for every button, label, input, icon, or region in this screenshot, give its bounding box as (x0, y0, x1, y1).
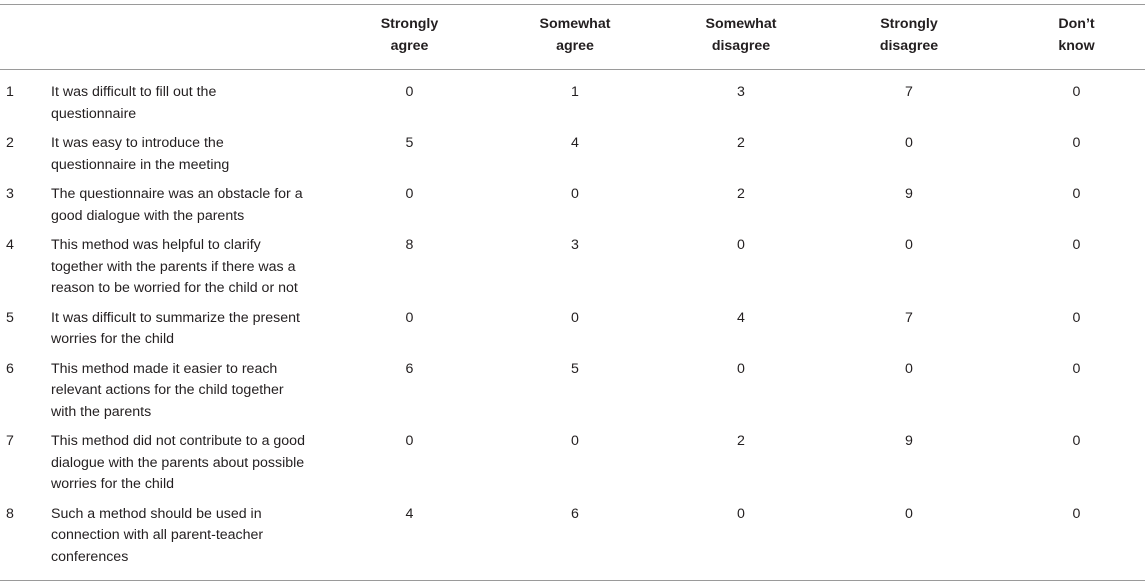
table-row: 1 It was difficult to fill out the quest… (0, 70, 1145, 131)
header-line: agree (390, 37, 429, 54)
row-statement: This method made it easier to reach rele… (51, 360, 284, 420)
cell-somewhat-disagree: 0 (737, 237, 745, 253)
cell-dont-know: 0 (1072, 84, 1081, 100)
cell-strongly-agree: 0 (405, 309, 414, 326)
header-line: agree (556, 37, 594, 54)
row-statement: It was easy to introduce the questionnai… (51, 135, 230, 173)
header-dont-know: Don’t know (1008, 5, 1145, 70)
cell-dont-know: 0 (1072, 360, 1081, 377)
table-row: 2 It was easy to introduce the questionn… (0, 130, 1145, 181)
row-number: 6 (6, 360, 14, 377)
cell-somewhat-disagree: 2 (737, 186, 745, 202)
cell-strongly-agree: 0 (405, 186, 414, 202)
cell-somewhat-agree: 0 (571, 309, 579, 326)
cell-somewhat-agree: 0 (571, 186, 579, 202)
row-number: 5 (6, 309, 14, 326)
cell-dont-know: 0 (1072, 505, 1081, 522)
table-header: Strongly agree Somewhat agree Somewhat d… (0, 4, 1145, 70)
header-line: know (1058, 37, 1095, 54)
table-row: 8 Such a method should be used in connec… (0, 501, 1145, 581)
row-statement: Such a method should be used in connecti… (51, 505, 264, 565)
cell-somewhat-agree: 5 (571, 360, 579, 377)
header-line: Strongly (380, 16, 439, 32)
cell-somewhat-disagree: 0 (737, 360, 745, 377)
survey-results-table: Strongly agree Somewhat agree Somewhat d… (0, 4, 1145, 581)
row-statement: It was difficult to summarize the presen… (51, 309, 300, 348)
header-row: Strongly agree Somewhat agree Somewhat d… (0, 4, 1145, 70)
cell-somewhat-agree: 1 (571, 84, 579, 100)
table-row: 7 This method did not contribute to a go… (0, 428, 1145, 501)
header-line: Don’t (1058, 16, 1095, 32)
cell-strongly-agree: 5 (405, 135, 414, 151)
cell-strongly-disagree: 7 (905, 84, 913, 100)
row-statement: This method did not contribute to a good… (51, 433, 305, 492)
cell-somewhat-agree: 4 (571, 135, 579, 151)
table-row: 4 This method was helpful to clarify tog… (0, 232, 1145, 305)
header-somewhat-agree: Somewhat agree (478, 5, 672, 70)
header-strongly-agree: Strongly agree (341, 5, 478, 70)
header-line: disagree (711, 37, 771, 54)
header-somewhat-disagree: Somewhat disagree (672, 5, 810, 70)
cell-somewhat-disagree: 2 (737, 433, 745, 449)
survey-table-container: Strongly agree Somewhat agree Somewhat d… (0, 4, 1145, 581)
table-row: 3 The questionnaire was an obstacle for … (0, 181, 1145, 232)
row-number: 4 (6, 237, 14, 253)
cell-strongly-agree: 8 (405, 237, 414, 253)
cell-somewhat-agree: 6 (571, 505, 579, 522)
cell-dont-know: 0 (1072, 433, 1081, 449)
row-number: 2 (6, 135, 14, 151)
row-statement: The questionnaire was an obstacle for a … (51, 186, 303, 224)
header-line: Strongly (880, 16, 938, 32)
cell-strongly-disagree: 0 (905, 237, 913, 253)
cell-somewhat-disagree: 0 (737, 505, 745, 522)
cell-somewhat-agree: 3 (571, 237, 579, 253)
cell-somewhat-agree: 0 (571, 433, 579, 449)
cell-strongly-agree: 0 (405, 433, 414, 449)
table-body: 1 It was difficult to fill out the quest… (0, 70, 1145, 581)
row-number: 3 (6, 186, 14, 202)
row-number: 8 (6, 505, 14, 522)
cell-somewhat-disagree: 2 (737, 135, 745, 151)
cell-dont-know: 0 (1072, 186, 1081, 202)
header-line: Somewhat (539, 16, 611, 32)
cell-strongly-disagree: 7 (905, 309, 913, 326)
cell-strongly-disagree: 0 (905, 505, 913, 522)
header-line: disagree (879, 37, 939, 54)
row-number: 1 (6, 84, 14, 100)
row-statement: It was difficult to fill out the questio… (51, 84, 217, 122)
table-row: 5 It was difficult to summarize the pres… (0, 305, 1145, 356)
cell-strongly-agree: 0 (405, 84, 414, 100)
header-statement-blank (46, 5, 341, 70)
cell-strongly-disagree: 0 (905, 135, 913, 151)
header-line: Somewhat (705, 16, 777, 32)
cell-strongly-disagree: 0 (905, 360, 913, 377)
cell-strongly-disagree: 9 (905, 433, 913, 449)
cell-somewhat-disagree: 3 (737, 84, 745, 100)
cell-strongly-disagree: 9 (905, 186, 913, 202)
table-row: 6 This method made it easier to reach re… (0, 356, 1145, 429)
cell-somewhat-disagree: 4 (737, 309, 745, 326)
header-strongly-disagree: Strongly disagree (810, 5, 1008, 70)
cell-dont-know: 0 (1072, 135, 1081, 151)
cell-strongly-agree: 4 (405, 505, 414, 522)
header-num-blank (0, 5, 46, 70)
cell-strongly-agree: 6 (405, 360, 414, 377)
cell-dont-know: 0 (1072, 309, 1081, 326)
row-statement: This method was helpful to clarify toget… (51, 237, 298, 296)
row-number: 7 (6, 433, 14, 449)
cell-dont-know: 0 (1072, 237, 1081, 253)
